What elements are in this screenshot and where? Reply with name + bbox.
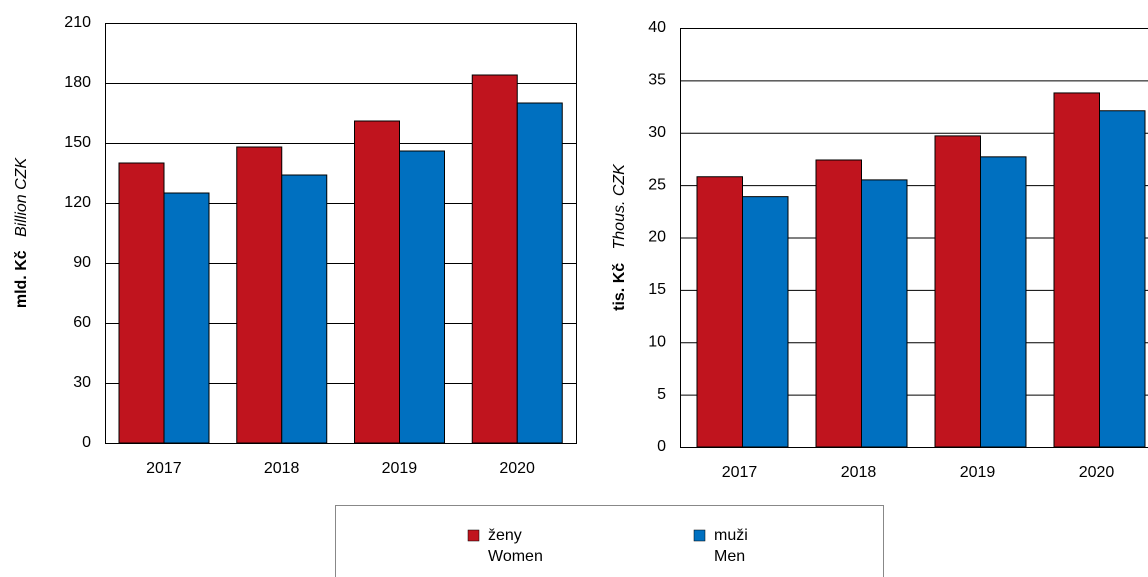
x-tick-label: 2018 (841, 464, 877, 481)
x-tick-label: 2020 (1079, 464, 1115, 481)
y-tick-label: 10 (648, 333, 666, 350)
bar (696, 176, 743, 448)
plot-frame (680, 28, 1148, 448)
bar (934, 135, 981, 448)
legend-swatch (467, 529, 480, 542)
bar (281, 174, 328, 444)
y-tick-label: 5 (657, 386, 666, 403)
y-tick-label: 25 (648, 176, 666, 193)
y-tick-label: 40 (648, 19, 666, 36)
bar (471, 74, 518, 444)
legend-swatch (693, 529, 706, 542)
x-tick-label: 2019 (382, 460, 418, 477)
y-tick-label: 20 (648, 229, 666, 246)
y-axis-label-en: Thous. CZK (611, 163, 628, 250)
bar (236, 146, 283, 444)
y-tick-label: 210 (64, 14, 91, 31)
y-tick-label: 180 (64, 74, 91, 91)
legend-box (335, 505, 884, 577)
y-axis-label-en: Billion CZK (13, 157, 30, 237)
y-axis-label: tis. Kč Thous. CZK (611, 163, 628, 311)
y-tick-label: 120 (64, 194, 91, 211)
legend-label-en: Women (488, 548, 543, 565)
bar (1099, 110, 1146, 448)
legend-label: muži (714, 527, 748, 544)
y-tick-label: 35 (648, 72, 666, 89)
y-tick-label: 15 (648, 281, 666, 298)
y-axis-label-cz: tis. Kč (611, 263, 628, 311)
bar (742, 196, 789, 448)
bar (980, 156, 1027, 448)
y-axis-label-cz: mld. Kč (13, 250, 30, 308)
y-tick-label: 0 (82, 434, 91, 451)
x-tick-label: 2019 (960, 464, 996, 481)
bar (163, 192, 210, 444)
y-tick-label: 30 (648, 124, 666, 141)
bar (861, 179, 908, 448)
legend-label: ženy (488, 527, 522, 544)
y-tick-label: 30 (73, 374, 91, 391)
bar (516, 102, 563, 444)
x-tick-label: 2017 (722, 464, 758, 481)
x-tick-label: 2020 (499, 460, 535, 477)
legend-label-en: Men (714, 548, 745, 565)
y-axis-label: mld. Kč Billion CZK (13, 157, 30, 309)
bar (1053, 92, 1100, 448)
y-tick-label: 150 (64, 134, 91, 151)
bar (354, 120, 400, 444)
bar (118, 162, 165, 444)
y-tick-label: 90 (73, 254, 91, 271)
bar (815, 159, 862, 448)
bar (399, 150, 445, 444)
x-tick-label: 2018 (264, 460, 300, 477)
plot-frame (105, 23, 577, 444)
x-tick-label: 2017 (146, 460, 182, 477)
y-tick-label: 60 (73, 314, 91, 331)
y-tick-label: 0 (657, 438, 666, 455)
